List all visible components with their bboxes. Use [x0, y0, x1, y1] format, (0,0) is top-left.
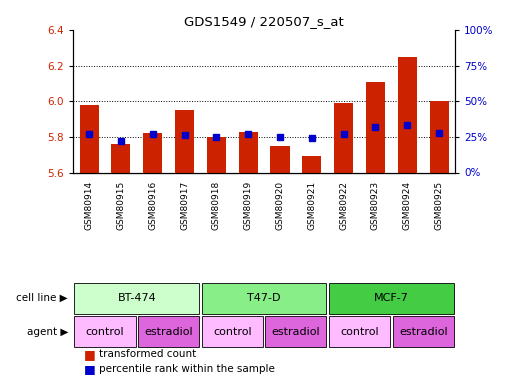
Text: GSM80919: GSM80919 [244, 181, 253, 231]
Text: T47-D: T47-D [247, 293, 281, 303]
Text: GSM80922: GSM80922 [339, 181, 348, 230]
Bar [202, 316, 263, 347]
Bar [334, 103, 353, 172]
Text: GSM80920: GSM80920 [276, 181, 285, 230]
Text: control: control [213, 327, 252, 337]
Text: GSM80915: GSM80915 [117, 181, 126, 231]
Bar [138, 316, 199, 347]
Text: MCF-7: MCF-7 [374, 293, 409, 303]
Bar [74, 283, 199, 314]
Text: GSM80923: GSM80923 [371, 181, 380, 230]
Text: GSM80914: GSM80914 [85, 181, 94, 230]
Text: agent ▶: agent ▶ [27, 327, 68, 337]
Bar [429, 101, 449, 172]
Text: control: control [340, 327, 379, 337]
Bar [397, 57, 417, 172]
Text: estradiol: estradiol [271, 327, 320, 337]
Bar [270, 146, 290, 172]
Text: GSM80917: GSM80917 [180, 181, 189, 231]
Bar [329, 316, 390, 347]
Text: estradiol: estradiol [144, 327, 193, 337]
Text: cell line ▶: cell line ▶ [16, 293, 68, 303]
Bar [265, 316, 326, 347]
Bar [302, 156, 321, 172]
Bar [79, 105, 99, 172]
Text: transformed count: transformed count [99, 350, 197, 359]
Bar [111, 144, 130, 172]
Text: percentile rank within the sample: percentile rank within the sample [99, 364, 275, 374]
Bar [202, 283, 326, 314]
Bar [143, 134, 162, 172]
Bar [74, 316, 135, 347]
Text: ■: ■ [84, 363, 95, 375]
Text: GSM80916: GSM80916 [148, 181, 157, 231]
Text: GDS1549 / 220507_s_at: GDS1549 / 220507_s_at [184, 15, 344, 28]
Text: estradiol: estradiol [399, 327, 448, 337]
Bar [366, 82, 385, 172]
Bar [175, 110, 194, 172]
Bar [207, 137, 226, 172]
Text: BT-474: BT-474 [118, 293, 156, 303]
Text: GSM80921: GSM80921 [308, 181, 316, 230]
Text: GSM80918: GSM80918 [212, 181, 221, 231]
Text: control: control [86, 327, 124, 337]
Text: ■: ■ [84, 348, 95, 361]
Bar [329, 283, 454, 314]
Text: GSM80924: GSM80924 [403, 181, 412, 230]
Bar [393, 316, 454, 347]
Text: GSM80925: GSM80925 [435, 181, 444, 230]
Bar [238, 132, 258, 172]
